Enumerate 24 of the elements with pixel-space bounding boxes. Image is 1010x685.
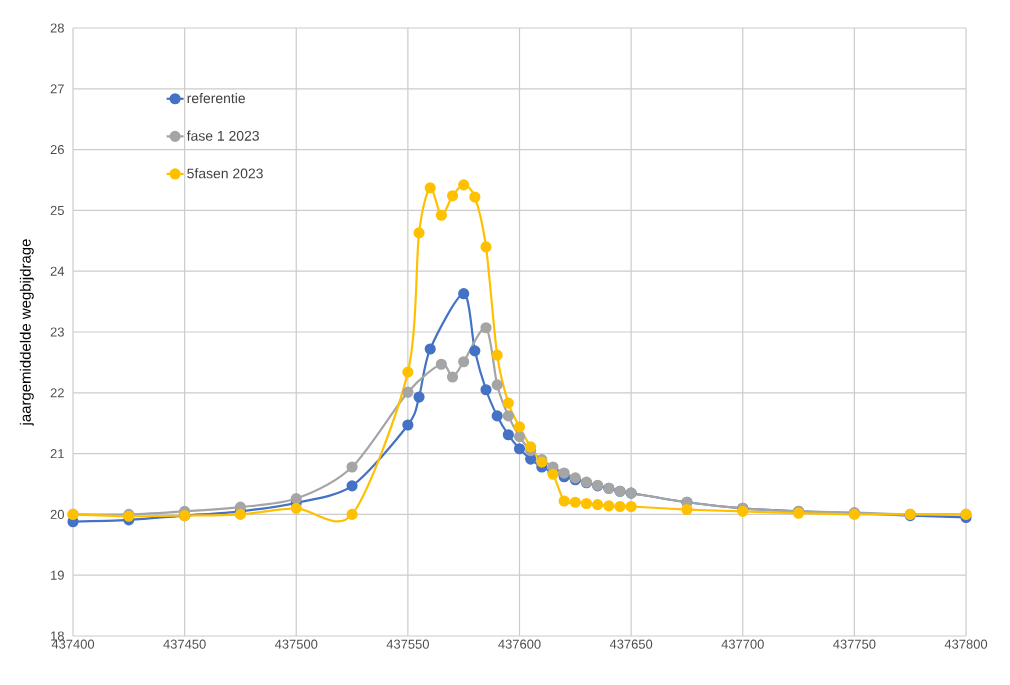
- y-axis-title: jaargemiddelde wegbijdrage: [19, 239, 34, 426]
- y-tick-label: 22: [50, 388, 64, 398]
- x-tick-label: 437800: [944, 639, 988, 649]
- y-tick-label: 25: [50, 205, 64, 215]
- y-tick-label: 28: [50, 23, 64, 33]
- legend-label: referentie: [187, 92, 245, 104]
- y-tick-label: 21: [50, 449, 64, 459]
- y-tick-label: 27: [50, 84, 64, 94]
- legend-label: 5fasen 2023: [187, 168, 263, 179]
- x-tick-label: 437400: [51, 639, 95, 649]
- x-tick-label: 437750: [833, 639, 876, 649]
- y-tick-label: 19: [51, 570, 64, 580]
- x-tick-label: 437500: [274, 639, 318, 649]
- legend-label: fase 1 2023: [186, 130, 259, 141]
- x-tick-label: 437650: [609, 639, 653, 649]
- y-tick-label: 18: [51, 631, 64, 641]
- y-tick-label: 23: [50, 327, 64, 337]
- y-tick-label: 26: [50, 145, 64, 155]
- x-tick-label: 437600: [498, 639, 541, 649]
- x-tick-label: 437700: [721, 639, 764, 649]
- y-tick-label: 24: [50, 266, 65, 276]
- y-tick-label: 20: [50, 509, 64, 519]
- x-tick-label: 437550: [386, 639, 429, 649]
- x-tick-label: 437450: [163, 639, 206, 649]
